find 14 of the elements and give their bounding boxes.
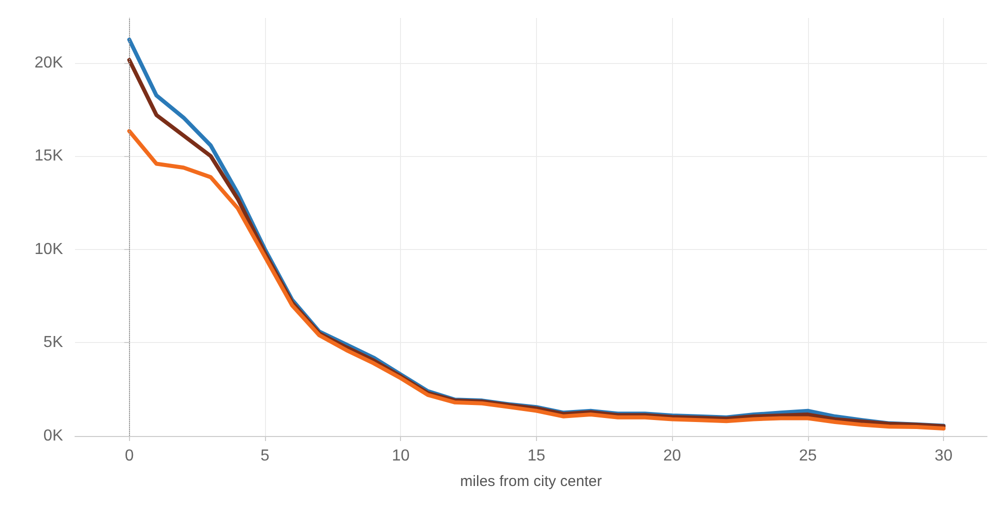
x-tick-label: 30 (934, 448, 953, 464)
y-tick-label: 10K (34, 240, 64, 258)
x-tick-label: 20 (663, 448, 682, 464)
y-tick-label: 5K (43, 334, 64, 352)
y-tick-label: 0K (43, 428, 64, 444)
x-tick-label: 5 (260, 448, 270, 464)
y-tick-label: 20K (34, 54, 64, 72)
x-tick-label: 0 (124, 448, 134, 464)
x-axis-title: miles from city center (460, 473, 602, 490)
line-series (127, 129, 946, 431)
x-tick-label: 10 (392, 448, 410, 464)
x-tick-label: 15 (528, 448, 546, 464)
x-tick-label: 25 (798, 448, 817, 464)
y-tick-label: 15K (34, 148, 64, 165)
